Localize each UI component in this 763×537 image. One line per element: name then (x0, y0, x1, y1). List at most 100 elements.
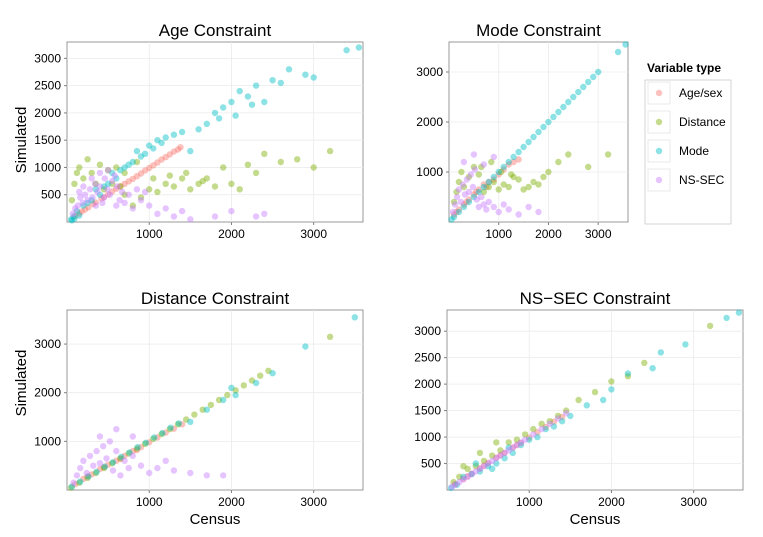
data-point (129, 447, 136, 455)
data-point (244, 161, 252, 168)
legend-swatch (655, 147, 663, 155)
data-point (545, 168, 552, 176)
data-point (355, 44, 363, 51)
data-point (191, 411, 198, 418)
data-point (79, 199, 86, 207)
data-point (449, 208, 457, 216)
data-point (484, 459, 492, 467)
data-point (485, 183, 492, 191)
data-point (604, 151, 612, 158)
y-tick-label: 2000 (416, 115, 443, 129)
data-point (517, 439, 525, 446)
data-point (93, 468, 100, 476)
data-point (106, 191, 114, 198)
data-point (187, 418, 194, 426)
data-point (98, 195, 105, 202)
data-point (468, 470, 475, 478)
data-point (133, 445, 141, 452)
data-point (515, 211, 522, 218)
data-point (453, 481, 461, 488)
data-point (103, 455, 110, 462)
data-point (530, 178, 537, 186)
data-point (478, 193, 485, 201)
data-point (114, 183, 121, 190)
data-point (550, 418, 558, 425)
data-point (248, 377, 256, 384)
data-point (88, 175, 95, 182)
y-tick-label: 3000 (416, 65, 443, 79)
data-point (96, 183, 104, 190)
data-point (125, 178, 132, 185)
data-point (510, 153, 517, 161)
data-point (480, 457, 488, 465)
data-point (70, 479, 77, 486)
data-point (141, 188, 149, 196)
data-point (490, 176, 497, 183)
data-point (187, 216, 194, 223)
data-point (162, 153, 169, 161)
data-point (453, 188, 460, 196)
data-point (220, 104, 227, 111)
data-point (509, 449, 516, 457)
data-point (154, 464, 161, 472)
data-point (150, 162, 157, 169)
data-point (480, 188, 487, 196)
data-point (154, 137, 161, 144)
data-point (310, 164, 317, 171)
data-point (244, 93, 252, 100)
data-point (146, 142, 153, 149)
data-point (505, 206, 512, 213)
data-point (137, 444, 145, 451)
data-point (109, 460, 116, 467)
data-point (508, 171, 515, 178)
y-tick-label: 2000 (34, 386, 61, 400)
data-point (451, 201, 459, 208)
data-point (80, 457, 87, 464)
data-point (483, 206, 490, 213)
series-mode (447, 309, 743, 492)
data-point (162, 180, 169, 187)
data-point (236, 186, 243, 193)
data-point (90, 200, 97, 208)
data-point (484, 460, 492, 467)
data-point (530, 425, 537, 433)
data-point (467, 171, 475, 178)
data-point (220, 472, 227, 479)
data-point (493, 454, 500, 461)
data-point (252, 169, 260, 177)
data-point (137, 153, 145, 160)
panel-4: 1000 2000 3000 500 1000 1500 2000 2500 3000 NS−SE… (414, 289, 744, 528)
legend-label: Distance (679, 115, 726, 129)
data-point (80, 183, 87, 190)
data-point (170, 467, 178, 474)
data-point (137, 197, 145, 204)
data-point (269, 370, 276, 377)
data-point (113, 175, 120, 182)
data-point (203, 175, 210, 182)
data-point (463, 176, 471, 183)
data-point (735, 309, 743, 316)
data-point (76, 479, 83, 486)
data-point (505, 447, 512, 454)
data-point (484, 463, 492, 470)
data-point (257, 372, 264, 379)
data-point (125, 450, 132, 457)
data-point (84, 156, 91, 163)
data-point (452, 481, 459, 488)
data-point (113, 185, 120, 192)
data-point (472, 468, 479, 475)
data-point (565, 98, 572, 106)
data-point (129, 202, 136, 209)
data-point (525, 203, 532, 211)
data-point (464, 465, 471, 472)
data-point (228, 180, 235, 187)
data-point (121, 452, 128, 460)
data-point (505, 158, 512, 166)
data-point (104, 461, 112, 468)
data-point (585, 78, 592, 86)
data-point (505, 183, 512, 191)
data-point (178, 421, 186, 428)
data-point (458, 168, 465, 176)
data-point (170, 148, 178, 155)
y-tick-label: 1000 (414, 430, 441, 444)
